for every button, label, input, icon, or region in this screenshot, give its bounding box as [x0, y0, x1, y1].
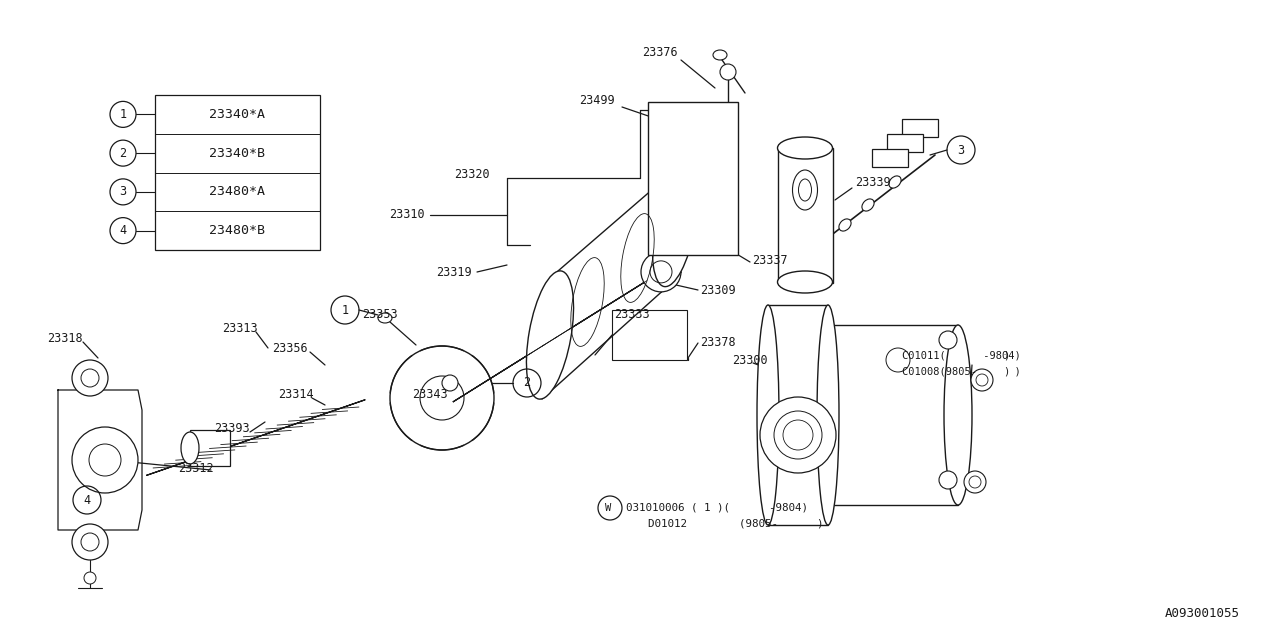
Ellipse shape: [756, 305, 780, 525]
Text: 23310: 23310: [389, 209, 425, 221]
Ellipse shape: [838, 219, 851, 231]
Ellipse shape: [777, 137, 832, 159]
Polygon shape: [147, 400, 365, 476]
Text: 1: 1: [342, 303, 348, 317]
Text: 1: 1: [119, 108, 127, 121]
Ellipse shape: [641, 252, 681, 292]
Text: W: W: [605, 503, 611, 513]
Text: 23320: 23320: [454, 168, 490, 182]
Circle shape: [964, 471, 986, 493]
Text: A093001055: A093001055: [1165, 607, 1240, 620]
Text: ): ): [1004, 350, 1009, 360]
Text: 23318: 23318: [47, 332, 83, 344]
Text: 4: 4: [83, 493, 91, 506]
Ellipse shape: [777, 271, 832, 293]
Text: D01012        (9805-      ): D01012 (9805- ): [648, 519, 823, 529]
Text: 031010006 ( 1 )(      -9804): 031010006 ( 1 )( -9804): [626, 503, 808, 513]
Bar: [189, 430, 230, 466]
Bar: [612, 310, 687, 360]
Text: 23499: 23499: [579, 93, 614, 106]
Polygon shape: [453, 273, 659, 402]
Text: 4: 4: [119, 224, 127, 237]
Polygon shape: [58, 390, 142, 530]
Ellipse shape: [817, 305, 838, 525]
Circle shape: [72, 427, 138, 493]
Circle shape: [84, 572, 96, 584]
Circle shape: [940, 331, 957, 349]
Text: C01008(9805-      ): C01008(9805- ): [902, 367, 1020, 377]
Circle shape: [940, 471, 957, 489]
Text: 3: 3: [119, 186, 127, 198]
Ellipse shape: [945, 325, 972, 505]
Ellipse shape: [180, 432, 198, 464]
Text: 2: 2: [119, 147, 127, 159]
Text: 23376: 23376: [643, 45, 678, 58]
Ellipse shape: [804, 325, 832, 505]
Circle shape: [390, 346, 494, 450]
Text: 23337: 23337: [753, 253, 787, 266]
Circle shape: [442, 375, 458, 391]
Circle shape: [774, 411, 822, 459]
Text: 23314: 23314: [278, 388, 314, 401]
Circle shape: [72, 524, 108, 560]
Circle shape: [719, 64, 736, 80]
Bar: [887, 134, 923, 152]
Text: 23339: 23339: [855, 175, 891, 189]
Bar: [902, 119, 938, 137]
Bar: [768, 305, 828, 525]
Text: 23333: 23333: [614, 308, 650, 321]
Text: 23313: 23313: [221, 321, 257, 335]
Text: 23319: 23319: [436, 266, 472, 278]
Text: ): ): [1004, 367, 1009, 377]
Ellipse shape: [526, 271, 573, 399]
Ellipse shape: [888, 176, 901, 188]
Text: 2: 2: [524, 376, 531, 390]
Text: 23393: 23393: [214, 422, 250, 435]
Ellipse shape: [713, 50, 727, 60]
Text: 23340*A: 23340*A: [210, 108, 265, 121]
Bar: [155, 95, 320, 250]
Ellipse shape: [653, 163, 698, 287]
Text: 23356: 23356: [273, 342, 307, 355]
Text: 23312: 23312: [178, 461, 214, 474]
Ellipse shape: [861, 199, 874, 211]
Text: 23340*B: 23340*B: [210, 147, 265, 159]
Text: 23300: 23300: [732, 353, 768, 367]
Circle shape: [972, 369, 993, 391]
Text: 23343: 23343: [412, 388, 448, 401]
Text: 23480*B: 23480*B: [210, 224, 265, 237]
Text: 3: 3: [957, 143, 965, 157]
Bar: [778, 148, 833, 283]
Circle shape: [760, 397, 836, 473]
Text: 23309: 23309: [700, 284, 736, 296]
Circle shape: [72, 360, 108, 396]
Bar: [648, 102, 739, 255]
Text: C01011(      -9804): C01011( -9804): [902, 350, 1020, 360]
Ellipse shape: [378, 313, 392, 323]
Text: 23378: 23378: [700, 337, 736, 349]
Bar: [818, 325, 957, 505]
Text: 23480*A: 23480*A: [210, 186, 265, 198]
Ellipse shape: [792, 170, 818, 210]
Bar: [872, 149, 908, 167]
Text: 23353: 23353: [362, 308, 398, 321]
